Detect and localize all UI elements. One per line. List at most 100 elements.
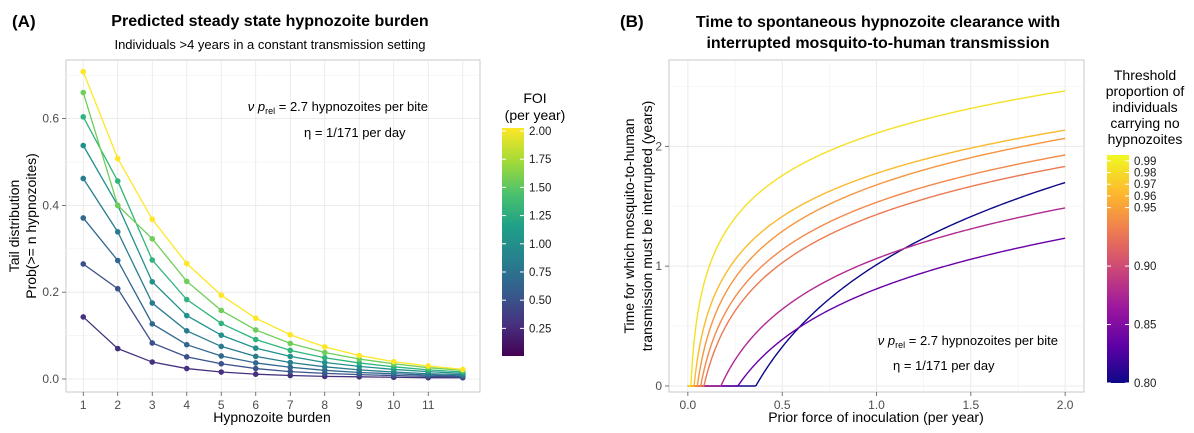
data-point <box>252 371 259 378</box>
data-point <box>80 68 87 75</box>
x-tick-label: 10 <box>387 398 401 412</box>
panel-b-colorbar-ticks: 0.990.980.970.960.95 0.90 0.85 0.80 <box>1107 156 1156 390</box>
data-point <box>183 341 190 348</box>
data-point <box>80 175 87 182</box>
data-point <box>183 296 190 303</box>
colorbar-tick-label: 2.00 <box>529 126 551 138</box>
panel-b-legend-title-line1: Threshold <box>1114 67 1176 83</box>
data-point <box>149 359 156 365</box>
data-point <box>252 360 259 366</box>
panel-b-legend-title-line4: carrying no <box>1110 115 1179 131</box>
panel-b-y-axis-label-line1: Time for which mosquito-to-human <box>621 118 637 333</box>
x-tick-label: 0.0 <box>680 398 697 412</box>
panel-a-legend-title-line1: FOI <box>523 90 546 106</box>
colorbar-tick-label: 1.50 <box>529 182 551 194</box>
panel-a-title: Predicted steady state hypnozoite burden <box>111 13 428 30</box>
panel-b-colorbar-legend: Threshold proportion of individuals carr… <box>1106 67 1185 390</box>
panel-b-title-line2: interrupted mosquito-to-human transmissi… <box>706 35 1049 52</box>
data-point <box>252 353 259 360</box>
y-tick-label: 0.4 <box>42 198 59 212</box>
x-tick-label: 5 <box>218 398 225 412</box>
data-point <box>183 278 190 285</box>
panel-a-gridlines <box>66 60 480 392</box>
y-tick-label: 2 <box>655 139 662 153</box>
panel-b-legend-title-line5: hypnozoites <box>1108 131 1183 147</box>
panel-a-series <box>80 68 466 381</box>
x-tick-label: 7 <box>287 398 294 412</box>
colorbar-tick-label: 1.75 <box>529 154 551 166</box>
colorbar-tick-label: 0.25 <box>529 323 551 335</box>
data-point <box>114 155 121 162</box>
series-line <box>82 145 463 374</box>
data-point <box>80 314 87 320</box>
data-point <box>287 359 294 366</box>
data-point <box>287 364 294 371</box>
panel-a-y-axis-label-line1: Tail distribution <box>6 180 22 273</box>
series-line <box>82 92 463 371</box>
panel-b-series <box>687 90 1066 387</box>
data-point <box>287 331 294 338</box>
series-line <box>82 71 463 371</box>
colorbar-tick-label: 1.25 <box>529 211 551 223</box>
data-point <box>149 300 156 306</box>
panel-a-subtitle: Individuals >4 years in a constant trans… <box>114 37 425 52</box>
colorbar-tick-label: 0.80 <box>1134 378 1156 390</box>
series-line <box>82 217 463 377</box>
panel-a-axes: 0.0 0.2 0.4 0.6 1 2 3 4 5 6 7 8 9 10 11 <box>42 112 434 412</box>
data-point <box>321 354 328 361</box>
colorbar-tick-label: 0.75 <box>529 267 551 279</box>
colorbar-tick-label: 0.90 <box>1134 261 1156 273</box>
data-point <box>183 312 190 319</box>
data-point <box>114 257 121 264</box>
data-point <box>218 292 225 299</box>
x-tick-label: 2 <box>114 398 121 412</box>
colorbar-tick-label: 0.96 <box>1134 191 1156 203</box>
data-point <box>252 336 259 343</box>
x-tick-label: 2.0 <box>1057 398 1074 412</box>
series-line <box>82 263 463 378</box>
series-line <box>82 116 463 373</box>
data-point <box>356 352 363 359</box>
data-point <box>459 366 466 373</box>
data-point <box>287 353 294 360</box>
panel-a-annotation-line2: η = 1/171 per day <box>304 125 406 140</box>
series-threshold-0.97 <box>687 137 1066 387</box>
data-point <box>218 332 225 338</box>
data-point <box>149 278 156 285</box>
series-threshold-0.98 <box>687 129 1066 387</box>
panel-a-tag: (A) <box>12 12 36 31</box>
data-point <box>390 358 397 365</box>
x-tick-label: 0.5 <box>774 398 791 412</box>
data-point <box>149 216 156 223</box>
colorbar-tick-label: 1.00 <box>529 239 551 251</box>
data-point <box>183 260 190 267</box>
x-tick-label: 4 <box>183 398 190 412</box>
panel-b-axes: 0.0 0.5 1.0 1.5 2.0 0 1 2 <box>655 139 1073 412</box>
panel-a-y-axis-label-line2: Prob(>= n hypnozoites) <box>23 153 39 299</box>
x-tick-label: 1 <box>80 398 87 412</box>
data-point <box>183 328 190 334</box>
data-point <box>80 89 87 96</box>
colorbar-tick-label: 0.98 <box>1134 168 1156 180</box>
panel-b-annotation-line2: η = 1/171 per day <box>893 358 995 373</box>
x-tick-label: 11 <box>422 398 435 412</box>
data-point <box>252 345 259 351</box>
panel-a-legend-title-line2: (per year) <box>505 107 566 123</box>
data-point <box>218 343 225 350</box>
data-point <box>114 345 121 352</box>
panel-a-colorbar-legend: FOI (per year) 2.00 1.75 1.50 1.25 1.00 0.75 0… <box>502 90 565 356</box>
data-point <box>80 114 87 120</box>
series-foi-2 <box>80 68 466 373</box>
data-point <box>287 368 294 375</box>
series-threshold-0.96 <box>687 154 1066 387</box>
y-tick-label: 0.0 <box>42 372 59 386</box>
y-tick-label: 0.2 <box>42 285 59 299</box>
data-point <box>356 360 363 366</box>
data-point <box>183 354 190 360</box>
data-point <box>218 307 225 314</box>
data-point <box>183 365 190 372</box>
x-tick-label: 6 <box>252 398 259 412</box>
data-point <box>425 363 432 369</box>
panel-a-x-axis-label: Hypnozoite burden <box>213 409 331 425</box>
data-point <box>287 340 294 347</box>
